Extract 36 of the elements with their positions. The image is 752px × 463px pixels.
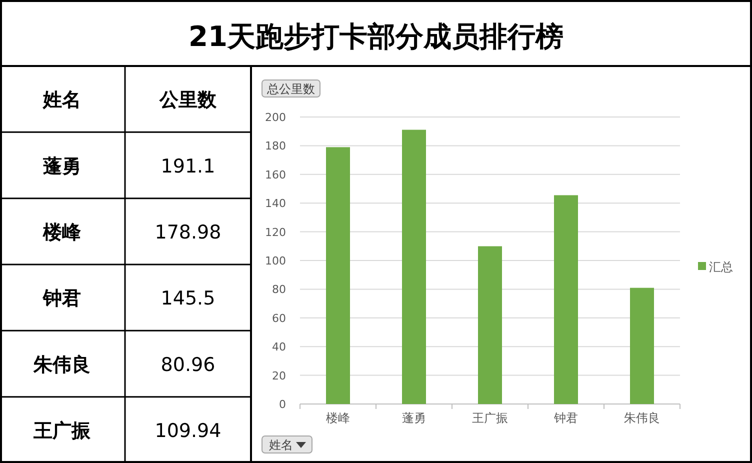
data-label: 178.98 [154,221,222,244]
y-tick-label: 140 [265,197,286,210]
category-label: 钟君 [42,288,81,310]
x-tick-label: 蓬勇 [402,411,426,425]
x-axis-title: 姓名 [269,438,293,452]
data-label: 191.1 [160,155,216,178]
x-tick-label: 王广振 [472,411,508,425]
category-label: 楼峰 [42,221,82,244]
text: 公里数 [158,89,218,112]
legend-label: 汇总 [709,260,733,274]
x-tick-label: 楼峰 [326,411,350,425]
category-label: 蓬勇 [42,155,81,178]
y-tick-label: 20 [272,369,286,382]
text: 姓名 [42,89,81,112]
data-label: 109.94 [154,420,222,442]
x-tick-label: 朱伟良 [624,411,660,425]
y-tick-label: 180 [265,140,286,153]
category-label: 朱伟良 [32,354,90,376]
bar [402,130,426,404]
text: 21天跑步打卡部分成员排行榜 [188,20,564,53]
y-tick-label: 120 [265,226,286,239]
bar [554,195,578,404]
y-tick-label: 40 [272,340,286,354]
y-tick-label: 160 [265,168,286,182]
y-tick-label: 200 [265,111,286,124]
data-label: 80.96 [160,354,216,376]
x-tick-label: 钟君 [553,411,578,425]
y-tick-label: 80 [272,283,286,296]
y-tick-label: 60 [272,312,286,325]
y-tick-label: 100 [265,254,286,268]
y-axis-title: 总公里数 [266,82,315,96]
bar [630,288,654,404]
bar [326,147,350,404]
data-label: 145.5 [160,288,216,310]
y-tick-label: 0 [279,398,286,411]
bar [478,246,502,404]
